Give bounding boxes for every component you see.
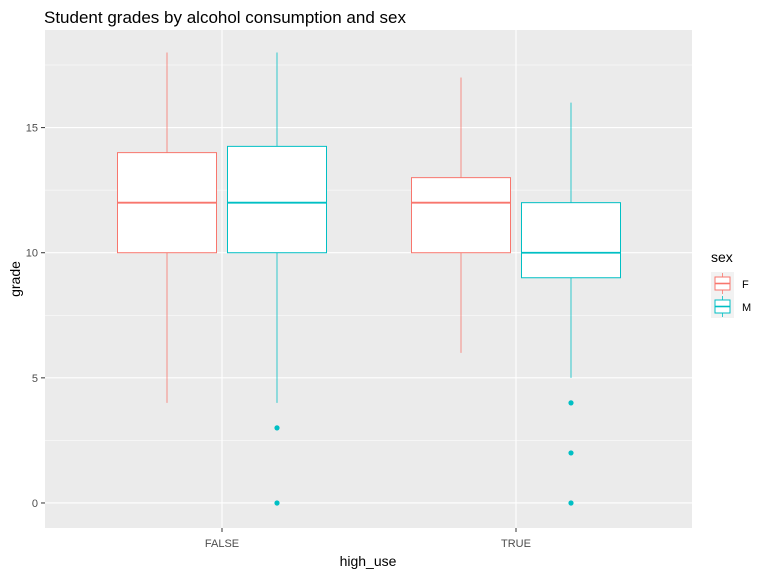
chart-title: Student grades by alcohol consumption an… <box>44 8 406 27</box>
outlier-point <box>274 425 280 431</box>
box-M-TRUE <box>521 102 621 506</box>
iqr-box <box>411 177 511 254</box>
outlier-point <box>274 500 280 506</box>
y-axis-title: grade <box>7 261 23 297</box>
y-tick-label: 15 <box>26 123 38 135</box>
box-series <box>117 52 621 506</box>
iqr-box <box>521 202 621 279</box>
x-axis-title: high_use <box>340 553 397 569</box>
iqr-box <box>227 145 327 254</box>
y-tick-label: 10 <box>26 248 38 260</box>
y-axis: 0 5 10 15 <box>26 123 45 510</box>
y-tick-label: 0 <box>32 498 38 510</box>
box-M-FALSE <box>227 52 327 506</box>
box-F-FALSE <box>117 52 217 403</box>
outlier-point <box>568 450 574 456</box>
legend-item-F: F <box>711 272 749 295</box>
x-tick-label: FALSE <box>205 538 239 550</box>
legend-title: sex <box>711 249 733 265</box>
x-tick-label: TRUE <box>501 538 531 550</box>
outlier-point <box>568 400 574 406</box>
legend-label: M <box>742 302 751 314</box>
outlier-point <box>568 500 574 506</box>
legend-item-M: M <box>711 295 751 318</box>
legend-label: F <box>742 279 749 291</box>
box-F-TRUE <box>411 77 511 353</box>
y-tick-label: 5 <box>32 373 38 385</box>
legend: sex FM <box>711 249 751 318</box>
x-axis: FALSE TRUE <box>205 528 531 550</box>
plot-panel <box>45 30 692 528</box>
